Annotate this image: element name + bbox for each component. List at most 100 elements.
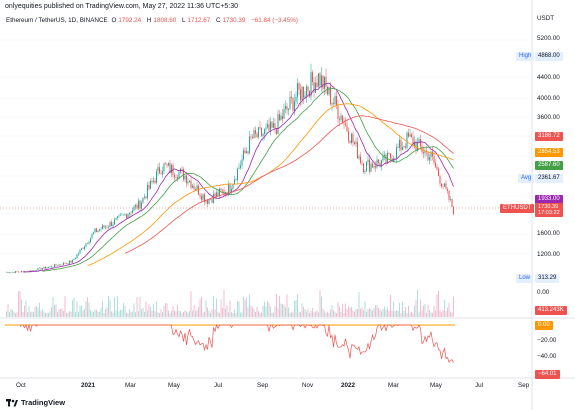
- candle-body: [188, 180, 191, 182]
- volume-bar: [161, 312, 164, 317]
- volume-bar: [353, 311, 356, 317]
- candle-body: [40, 267, 42, 270]
- volume-bar: [217, 312, 219, 317]
- volume-bar: [71, 300, 74, 317]
- candle-body: [71, 259, 74, 263]
- volume-bar: [281, 304, 284, 317]
- volume-bar: [134, 312, 137, 317]
- candle-body: [241, 159, 243, 166]
- candle-body: [259, 127, 261, 129]
- volume-bar: [320, 296, 323, 317]
- candle-body: [386, 153, 389, 164]
- candle-body: [370, 163, 372, 172]
- volume-bar: [422, 305, 425, 317]
- volume-bar: [28, 306, 30, 317]
- candle-body: [422, 152, 425, 154]
- volume-bar: [289, 312, 291, 317]
- volume-bar: [346, 309, 348, 317]
- volume-bar: [370, 309, 372, 317]
- candle-body: [265, 127, 267, 130]
- candle-body: [202, 194, 204, 200]
- candle-body: [223, 190, 225, 194]
- volume-bar: [380, 311, 383, 317]
- volume-bar: [163, 306, 165, 317]
- candle-body: [341, 115, 344, 124]
- tradingview-logo[interactable]: TradingView: [6, 398, 65, 407]
- candle-body: [10, 272, 12, 273]
- candle-body: [377, 159, 380, 163]
- moving-averages: [22, 82, 454, 273]
- time-tick: Sep: [518, 382, 530, 389]
- candle-body: [323, 76, 326, 89]
- volume-bar: [188, 310, 191, 317]
- volume-bar: [236, 301, 239, 317]
- volume-bar: [91, 311, 93, 317]
- volume-bar: [317, 312, 320, 317]
- volume-bar: [404, 307, 407, 317]
- volume-bar: [256, 306, 258, 317]
- candle-body: [122, 214, 125, 216]
- volume-bar: [10, 309, 12, 317]
- volume-bar: [443, 299, 446, 317]
- volume-bar: [79, 305, 81, 317]
- candle-body: [146, 185, 149, 199]
- candle-body: [70, 260, 72, 263]
- candle-body: [140, 202, 143, 209]
- candle-body: [169, 163, 171, 173]
- candle-body: [119, 214, 122, 216]
- volume-bar: [343, 312, 345, 317]
- volume-bar: [214, 309, 216, 317]
- candle-body: [245, 151, 248, 153]
- candle-body: [275, 129, 278, 135]
- volume-bar: [62, 310, 65, 317]
- volume-bar: [383, 306, 386, 317]
- volume-tick: 0.00: [537, 289, 550, 296]
- candle-body: [41, 268, 44, 270]
- volume-bar: [388, 311, 390, 317]
- candle-body: [116, 216, 119, 219]
- volume-bar: [50, 307, 53, 317]
- price-tick: 1600.00: [537, 230, 560, 237]
- candle-body: [235, 179, 237, 181]
- volume-bar: [437, 290, 440, 317]
- volume-bar: [326, 311, 329, 317]
- volume-bar: [290, 312, 293, 317]
- candle-body: [35, 270, 38, 272]
- candle-body: [332, 103, 335, 105]
- volume-bar: [94, 309, 96, 317]
- osc-value-tag: −64.01: [535, 370, 560, 379]
- symbol-legend: Ethereum / TetherUS, 1D, BINANCE O 1792.2…: [6, 17, 300, 24]
- volume-bar: [356, 309, 359, 317]
- volume-bar: [328, 312, 330, 317]
- volume-bar: [322, 308, 324, 317]
- volume-bar: [316, 310, 318, 317]
- candle-body: [187, 181, 189, 184]
- volume-bar: [263, 301, 266, 317]
- candle-body: [326, 86, 329, 95]
- symbol-name[interactable]: Ethereum / TetherUS, 1D, BINANCE: [6, 17, 108, 24]
- candle-body: [331, 103, 333, 105]
- volume-bar: [128, 309, 131, 317]
- candle-body: [281, 115, 284, 119]
- ma-orange-line: [87, 103, 454, 266]
- candle-body: [419, 139, 422, 147]
- candle-body: [95, 228, 98, 233]
- volume-bar: [275, 293, 278, 317]
- volume-bar: [17, 291, 20, 317]
- volume-bar: [331, 304, 333, 317]
- candle-body: [361, 162, 363, 164]
- candle-body: [56, 265, 59, 266]
- volume-bar: [292, 312, 294, 317]
- volume-bar: [202, 312, 204, 317]
- volume-bar: [413, 305, 416, 317]
- candle-body: [233, 179, 236, 185]
- candle-body: [314, 82, 317, 93]
- volume-bar: [7, 304, 9, 317]
- candle-body: [62, 262, 65, 265]
- volume-bar: [178, 310, 180, 317]
- volume-bar: [452, 296, 455, 317]
- candle-body: [401, 147, 404, 151]
- volume-bar: [367, 308, 369, 317]
- last-price-tag: 1730.39 17:03:22: [535, 203, 563, 217]
